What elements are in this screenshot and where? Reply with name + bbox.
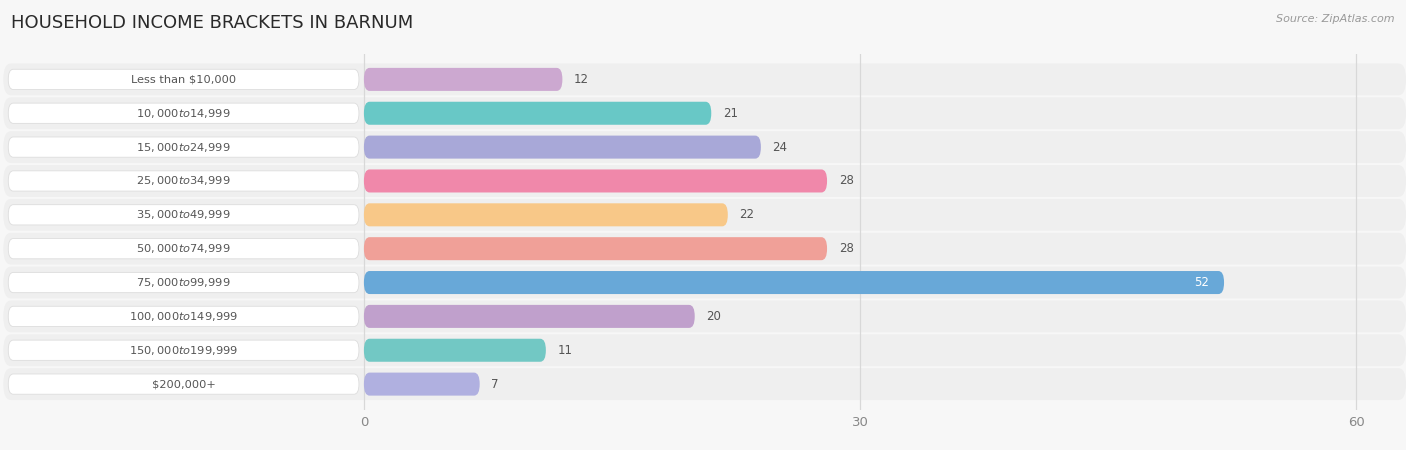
Text: 7: 7 (491, 378, 499, 391)
FancyBboxPatch shape (3, 301, 1406, 332)
Text: 20: 20 (706, 310, 721, 323)
FancyBboxPatch shape (3, 63, 1406, 95)
FancyBboxPatch shape (364, 271, 1225, 294)
FancyBboxPatch shape (3, 233, 1406, 265)
FancyBboxPatch shape (3, 334, 1406, 366)
FancyBboxPatch shape (3, 368, 1406, 400)
Text: 11: 11 (557, 344, 572, 357)
FancyBboxPatch shape (364, 339, 546, 362)
Text: 22: 22 (740, 208, 755, 221)
Text: $35,000 to $49,999: $35,000 to $49,999 (136, 208, 231, 221)
FancyBboxPatch shape (364, 373, 479, 396)
FancyBboxPatch shape (8, 171, 359, 191)
FancyBboxPatch shape (364, 237, 827, 260)
Text: 12: 12 (574, 73, 589, 86)
Text: $50,000 to $74,999: $50,000 to $74,999 (136, 242, 231, 255)
FancyBboxPatch shape (364, 305, 695, 328)
Text: $10,000 to $14,999: $10,000 to $14,999 (136, 107, 231, 120)
FancyBboxPatch shape (8, 137, 359, 157)
FancyBboxPatch shape (8, 374, 359, 394)
FancyBboxPatch shape (8, 69, 359, 90)
FancyBboxPatch shape (3, 131, 1406, 163)
Text: HOUSEHOLD INCOME BRACKETS IN BARNUM: HOUSEHOLD INCOME BRACKETS IN BARNUM (11, 14, 413, 32)
FancyBboxPatch shape (8, 306, 359, 327)
FancyBboxPatch shape (364, 170, 827, 193)
FancyBboxPatch shape (8, 103, 359, 123)
FancyBboxPatch shape (364, 135, 761, 158)
FancyBboxPatch shape (8, 272, 359, 292)
Text: 21: 21 (723, 107, 738, 120)
Text: $75,000 to $99,999: $75,000 to $99,999 (136, 276, 231, 289)
Text: 52: 52 (1194, 276, 1209, 289)
Text: 28: 28 (838, 175, 853, 188)
Text: $15,000 to $24,999: $15,000 to $24,999 (136, 140, 231, 153)
FancyBboxPatch shape (8, 238, 359, 259)
FancyBboxPatch shape (3, 266, 1406, 298)
FancyBboxPatch shape (364, 102, 711, 125)
FancyBboxPatch shape (8, 205, 359, 225)
FancyBboxPatch shape (3, 97, 1406, 129)
FancyBboxPatch shape (8, 340, 359, 360)
FancyBboxPatch shape (3, 165, 1406, 197)
Text: Source: ZipAtlas.com: Source: ZipAtlas.com (1277, 14, 1395, 23)
Text: $150,000 to $199,999: $150,000 to $199,999 (129, 344, 238, 357)
Text: 24: 24 (772, 140, 787, 153)
FancyBboxPatch shape (3, 199, 1406, 231)
Text: $200,000+: $200,000+ (152, 379, 215, 389)
Text: 28: 28 (838, 242, 853, 255)
Text: Less than $10,000: Less than $10,000 (131, 74, 236, 85)
Text: $25,000 to $34,999: $25,000 to $34,999 (136, 175, 231, 188)
FancyBboxPatch shape (364, 203, 728, 226)
Text: $100,000 to $149,999: $100,000 to $149,999 (129, 310, 238, 323)
FancyBboxPatch shape (364, 68, 562, 91)
